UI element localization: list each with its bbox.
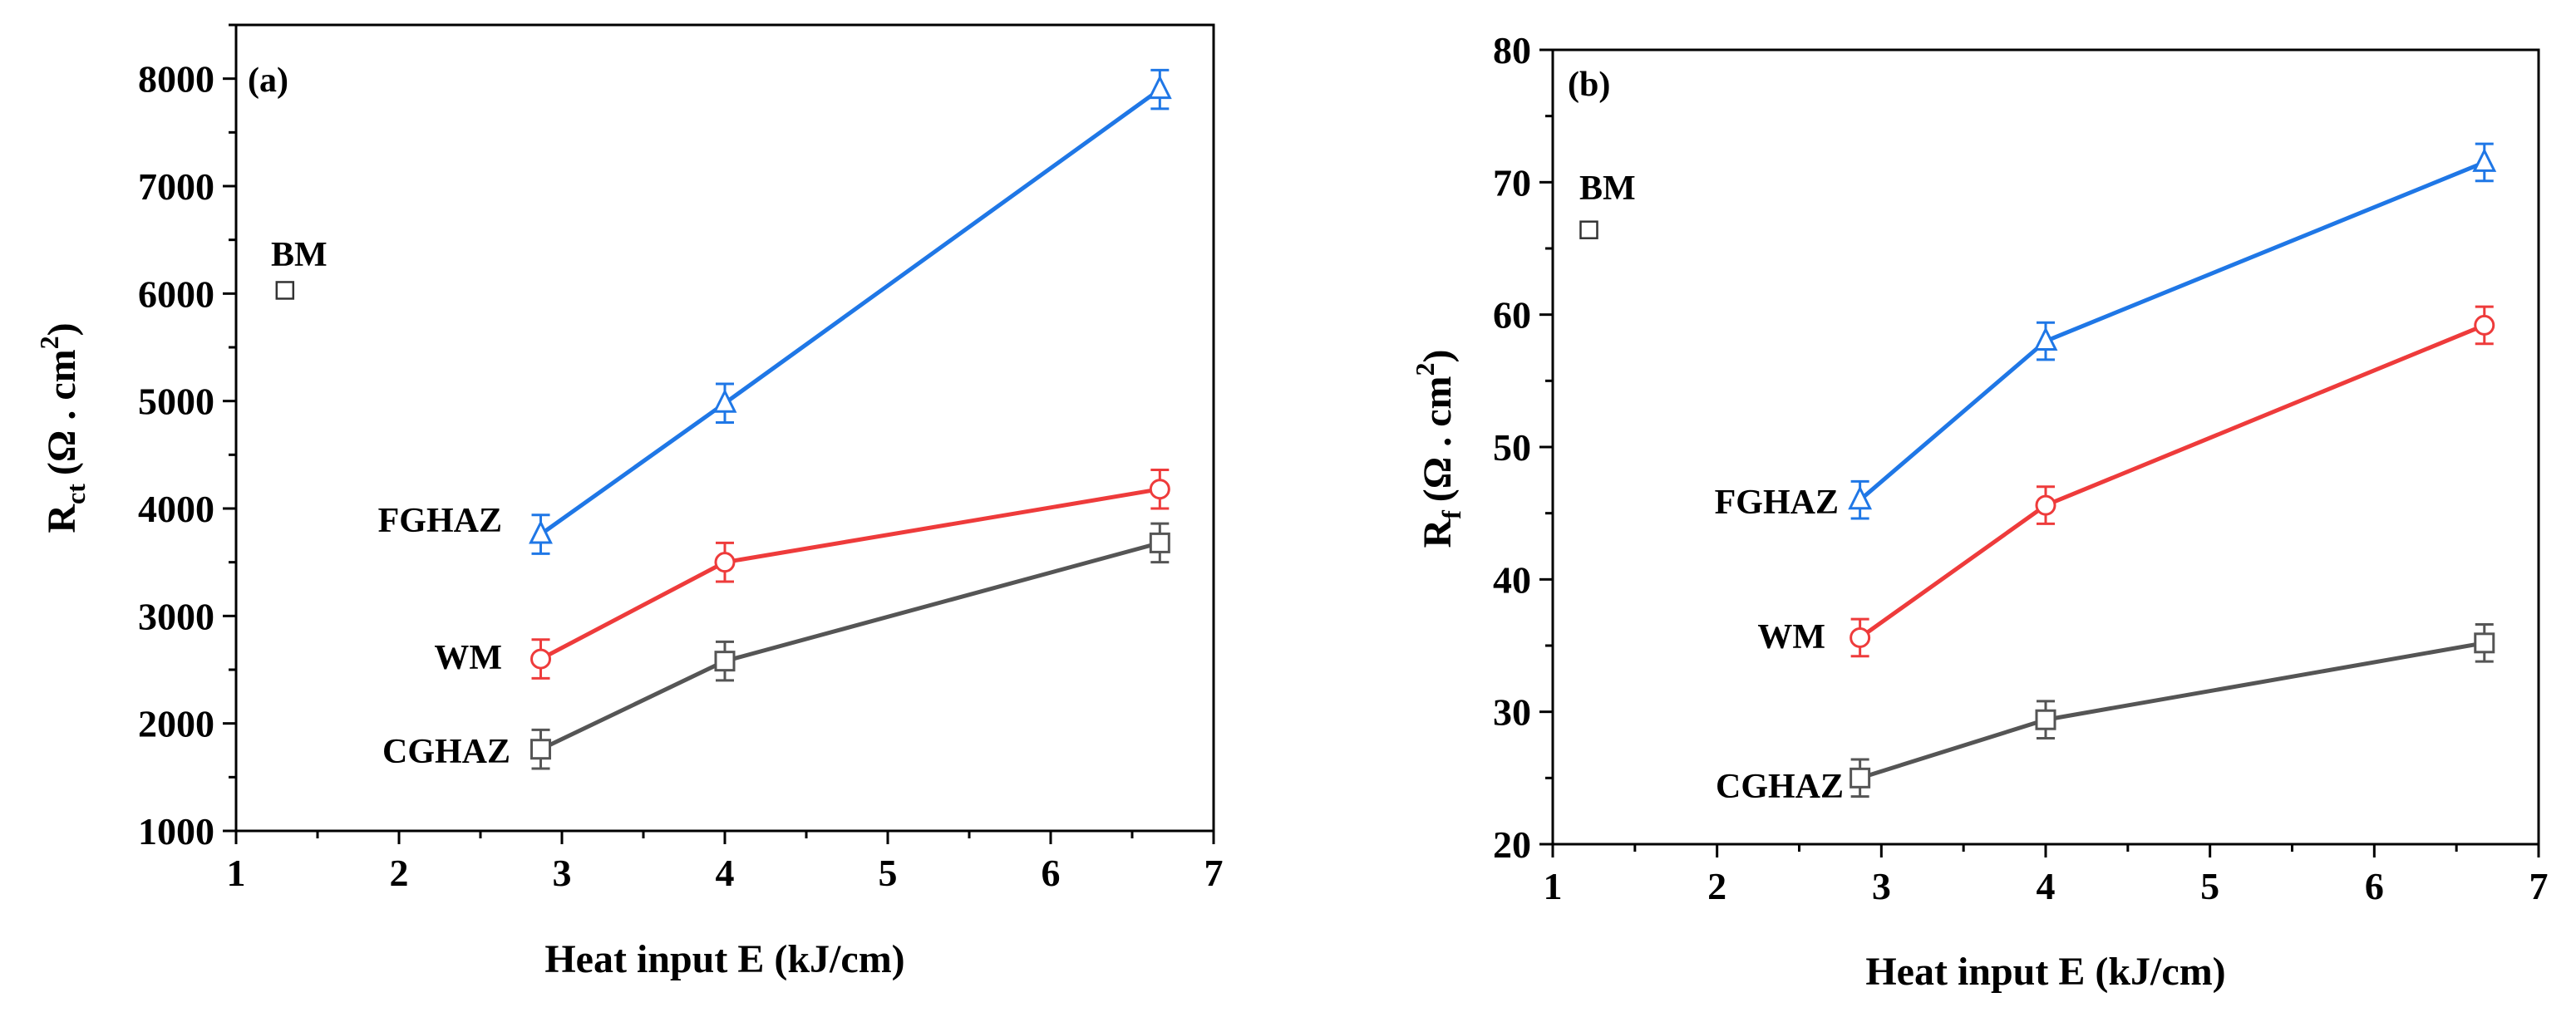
x-tick-label: 4 [716,852,735,894]
data-point [2472,148,2497,172]
series-line [1859,323,2485,640]
plot-frame [234,23,1215,833]
data-point [1147,75,1172,100]
series-label: BM [271,236,328,274]
y-tick-label: 60 [1493,294,1531,337]
y-tick-label: 50 [1493,426,1531,469]
y-tick-label: 6000 [138,273,214,315]
y-tick-label: 20 [1493,823,1531,866]
chart-panel-a: 1 2 3 4 5 6 710002000300040005000600070008000 … [34,23,1224,981]
y-tick-label: 30 [1493,691,1531,734]
series-line [539,87,1161,537]
data-point [1579,220,1598,239]
x-tick-label: 1 [227,852,246,894]
series-cghaz: CGHAZ [382,522,1170,771]
series-fghaz: FGHAZ [1715,142,2497,522]
data-point [2033,327,2058,351]
y-axis-title-symbol: R [1416,518,1460,548]
y-tick-label: 4000 [138,488,214,530]
x-tick-label: 1 [1544,865,1563,907]
series-wm: WM [1757,305,2495,658]
series-label: BM [1579,170,1636,208]
x-tick-label: 6 [2365,865,2384,907]
y-axis-title-close: ) [40,322,84,336]
y-tick-label: 1000 [138,810,214,852]
data-point [275,281,295,300]
series-label: FGHAZ [378,502,502,540]
y-tick-label: 2000 [138,703,214,745]
data-point [714,651,736,672]
series-label: FGHAZ [1715,484,1839,522]
data-point [714,552,736,573]
axis-ticks: 1 2 3 4 5 6 7 20 30 40 50 60 70 80 [1493,29,2549,907]
x-tick-label: 6 [1042,852,1061,894]
data-point [1849,767,1871,789]
x-tick-label: 7 [2529,865,2549,907]
series-line [1859,641,2485,780]
data-point [1149,532,1170,553]
y-axis-title-unit: (Ω . cm [1416,376,1460,502]
y-tick-label: 40 [1493,558,1531,601]
panel-label: (a) [248,61,288,100]
series-label: WM [434,639,502,677]
series-layer: FGHAZ WM CGHAZ BM [1579,142,2497,806]
x-tick-label: 3 [553,852,572,894]
series-cghaz: CGHAZ [1716,623,2495,806]
data-point [529,519,553,544]
x-tick-label: 2 [390,852,409,894]
y-axis-title-superscript: 2 [1410,362,1440,376]
series-bm: BM [1579,170,1636,239]
data-point [1848,485,1873,510]
x-tick-label: 7 [1204,852,1224,894]
x-tick-label: 4 [2037,865,2056,907]
y-axis-title: Rf (Ω . cm2) [1410,349,1466,548]
series-label: CGHAZ [382,733,510,771]
x-tick-label: 5 [879,852,898,894]
series-fghaz: FGHAZ [378,68,1172,555]
series-bm: BM [271,236,328,300]
data-point [2474,314,2495,336]
x-tick-label: 3 [1872,865,1891,907]
data-point [712,388,737,413]
y-tick-label: 5000 [138,381,214,423]
x-axis-title: Heat input E (kJ/cm) [1865,950,2225,994]
y-axis-title-symbol: R [40,504,84,533]
data-point [2035,494,2056,516]
y-axis-title-subscript: f [1436,510,1466,519]
y-tick-label: 80 [1493,29,1531,71]
chart-panel-b: 1 2 3 4 5 6 7 20 30 40 50 60 70 80 FGHAZ WM CGHAZ BM (b)… [1410,29,2549,994]
series-wm: WM [434,468,1170,680]
data-point [530,739,552,760]
data-point [2474,632,2495,654]
y-tick-label: 7000 [138,165,214,208]
y-axis-title-subscript: ct [61,484,91,504]
y-axis-title-close: ) [1416,349,1460,362]
data-point [1849,626,1871,648]
y-axis-title: Rct (Ω . cm2) [34,322,91,533]
data-point [2035,709,2056,730]
series-label: WM [1757,618,1825,656]
series-line [539,540,1160,751]
y-tick-label: 8000 [138,58,214,101]
series-label: CGHAZ [1716,768,1844,806]
series-line [1859,160,2485,502]
data-point [530,648,552,670]
x-axis-title: Heat input E (kJ/cm) [544,937,904,981]
axis-ticks: 1 2 3 4 5 6 7 1000 2000 3000 4000 5000 6000 7000 8000 [138,23,1224,894]
x-tick-label: 2 [1707,865,1726,907]
y-tick-label: 3000 [138,595,214,637]
panel-label: (b) [1568,66,1610,104]
series-line [539,487,1160,661]
y-tick-label: 70 [1493,161,1531,204]
data-point [1149,479,1170,500]
x-tick-label: 5 [2200,865,2219,907]
series-layer: FGHAZ WM CGHAZ BM [271,68,1172,771]
y-axis-title-superscript: 2 [34,336,64,349]
y-axis-title-unit: (Ω . cm [40,349,84,475]
